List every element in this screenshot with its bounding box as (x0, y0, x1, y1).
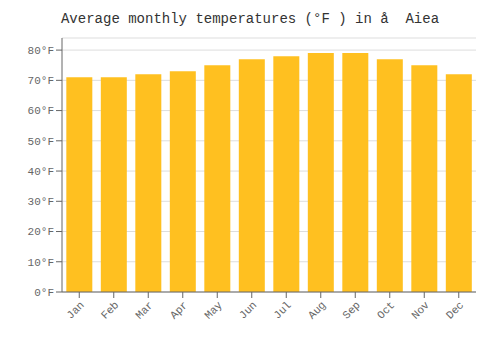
svg-text:Mar: Mar (133, 299, 155, 321)
svg-text:Sep: Sep (340, 299, 362, 321)
svg-text:Aug: Aug (306, 299, 328, 321)
svg-text:30°F: 30°F (28, 196, 54, 208)
svg-text:Apr: Apr (168, 299, 190, 321)
svg-text:Feb: Feb (99, 299, 121, 321)
svg-text:Nov: Nov (409, 299, 432, 322)
svg-text:Jun: Jun (237, 299, 259, 321)
svg-text:May: May (202, 299, 225, 322)
svg-text:Oct: Oct (375, 299, 397, 321)
svg-text:10°F: 10°F (28, 257, 54, 269)
svg-text:80°F: 80°F (28, 45, 54, 57)
svg-text:50°F: 50°F (28, 136, 54, 148)
svg-text:60°F: 60°F (28, 105, 54, 117)
svg-text:Jul: Jul (271, 299, 293, 321)
html-text:Average monthly temperatures (: Average monthly temperatures (°F ) in å … (61, 11, 439, 27)
svg-text:70°F: 70°F (28, 75, 54, 87)
svg-text:40°F: 40°F (28, 166, 54, 178)
svg-text:Dec: Dec (444, 299, 466, 321)
svg-text:0°F: 0°F (34, 287, 54, 299)
svg-text:Jan: Jan (64, 299, 86, 321)
svg-text:20°F: 20°F (28, 226, 54, 238)
